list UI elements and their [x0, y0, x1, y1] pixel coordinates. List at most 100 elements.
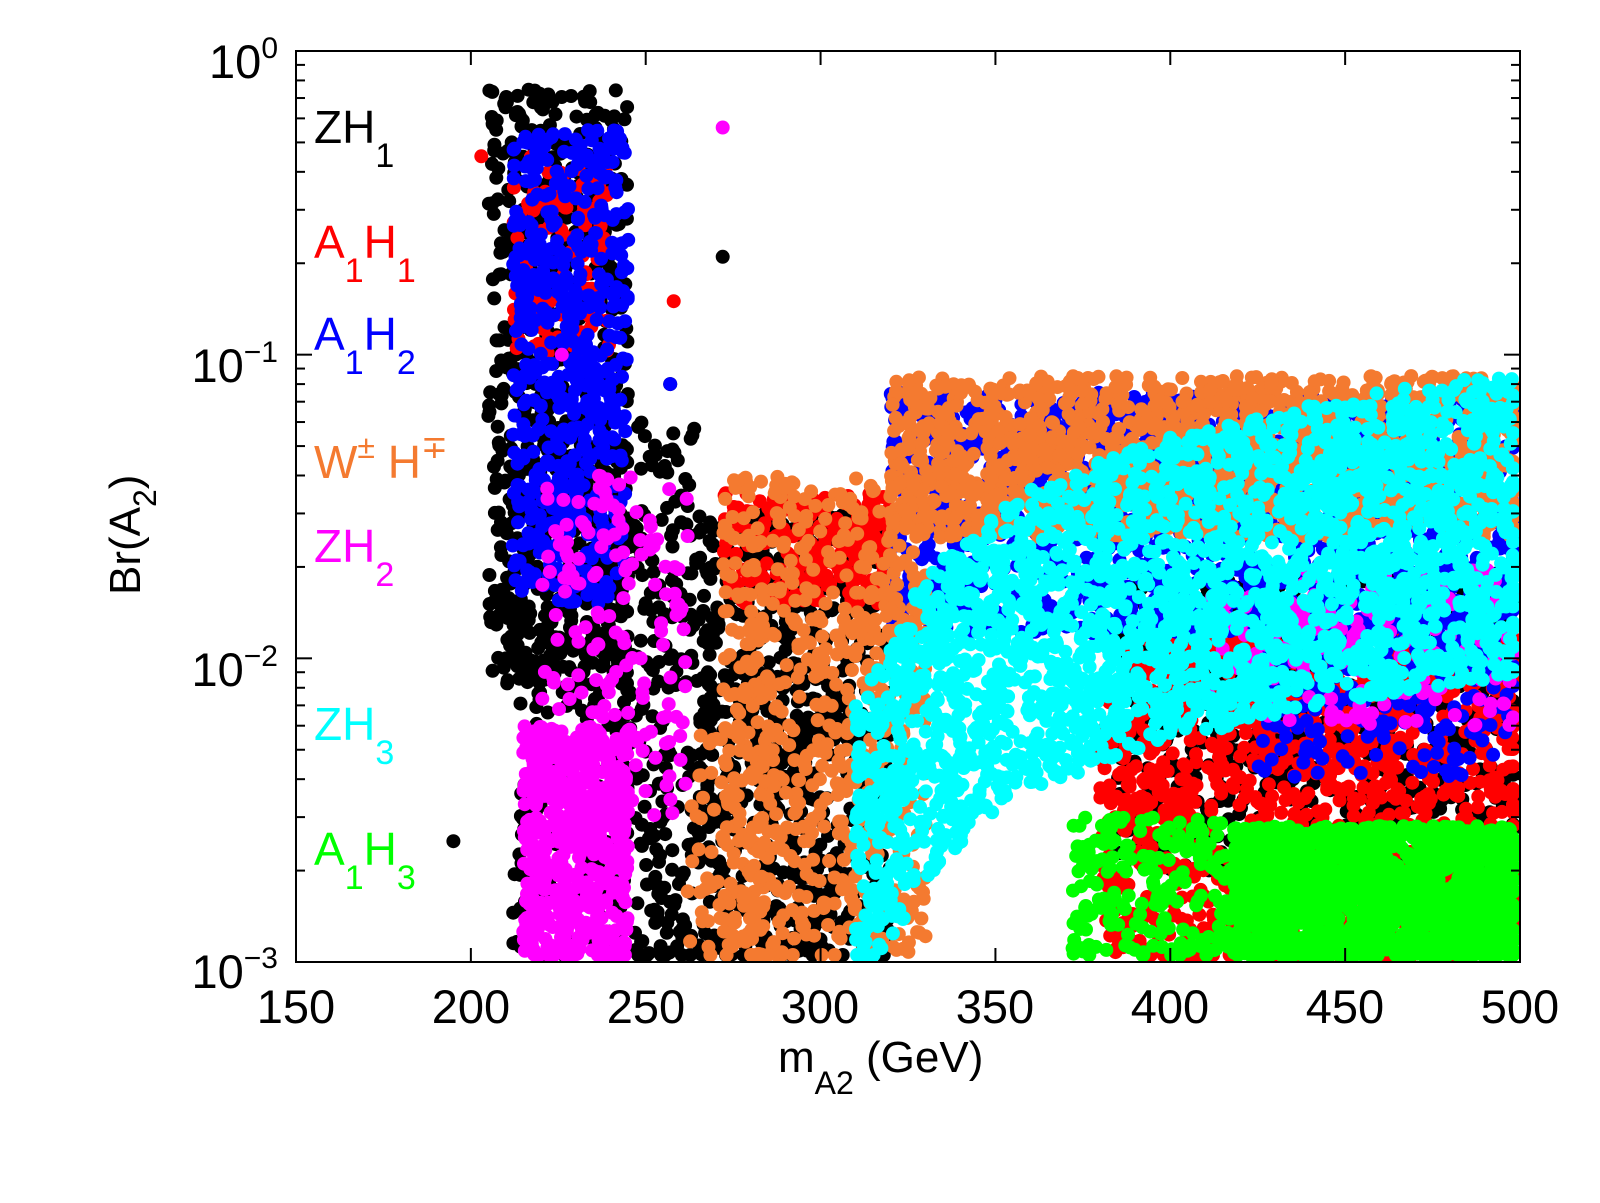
scatter-point-a1h2 — [527, 393, 541, 408]
scatter-point-a1h2 — [522, 370, 537, 385]
scatter-point-zh1 — [502, 194, 517, 209]
scatter-point-zh1 — [487, 583, 502, 598]
scatter-point-zh1 — [446, 834, 461, 849]
scatter-point-zh1 — [789, 708, 804, 723]
scatter-point-a1h2 — [552, 380, 567, 395]
scatter-point-a1h2 — [567, 357, 582, 372]
scatter-point-a1h2 — [591, 583, 606, 598]
scatter-point-zh1 — [500, 673, 515, 688]
scatter-points — [446, 82, 1520, 962]
scatter-point-zh1 — [628, 943, 643, 957]
scatter-point-a1h2 — [524, 503, 539, 518]
scatter-point-zh1 — [522, 625, 537, 640]
scatter-point-zh1 — [553, 646, 568, 661]
scatter-point-a1h2 — [523, 301, 538, 316]
scatter-point-zh1 — [648, 869, 663, 884]
scatter-point-a1h2 — [613, 448, 628, 463]
scatter-point-a1h1 — [1184, 784, 1198, 799]
scatter-point-a1h1 — [1489, 780, 1504, 795]
scatter-point-a1h1 — [1122, 779, 1137, 794]
scatter-point-a1h1 — [1178, 772, 1193, 787]
scatter-point-a1h2 — [609, 330, 623, 345]
scatter-point-a1h2 — [557, 127, 572, 142]
scatter-point-zh1 — [674, 515, 689, 530]
scatter-point-a1h2 — [540, 132, 555, 147]
scatter-point-zh1 — [629, 521, 644, 536]
scatter-point-a1h2 — [519, 425, 534, 440]
scatter-point-zh1 — [667, 897, 682, 912]
scatter-point-a1h2 — [568, 383, 582, 398]
scatter-point-zh1 — [629, 771, 644, 786]
scatter-point-a1h2 — [544, 204, 559, 219]
scatter-point-zh1 — [666, 426, 681, 441]
scatter-point-a1h2 — [588, 361, 602, 376]
scatter-point-a1h2 — [608, 238, 623, 253]
scatter-point-a1h2 — [571, 239, 586, 254]
scatter-point-zh1 — [531, 641, 546, 655]
scatter-point-a1h2 — [575, 478, 590, 493]
scatter-point-a1h2 — [616, 351, 630, 366]
scatter-point-zh1 — [683, 948, 698, 962]
scatter-point-a1h2 — [581, 181, 596, 196]
scatter-point-a1h1 — [1165, 802, 1180, 817]
scatter-point-a1h2 — [598, 142, 613, 157]
scatter-point-a1h2 — [583, 451, 598, 466]
scatter-point-a1h2 — [605, 212, 620, 227]
scatter-point-zh1 — [603, 647, 618, 662]
scatter-point-zh1 — [591, 105, 605, 120]
scatter-point-zh1 — [485, 156, 499, 171]
scatter-point-a1h2 — [593, 412, 608, 427]
scatter-point-zh1 — [512, 671, 527, 686]
scatter-point-a1h1 — [1283, 789, 1298, 804]
scatter-point-zh1 — [715, 249, 730, 264]
scatter-point-a1h1 — [1470, 800, 1485, 815]
scatter-point-a1h1 — [1189, 755, 1204, 770]
scatter-point-a1h1 — [1399, 793, 1413, 808]
scatter-point-a1h1 — [1206, 739, 1220, 754]
scatter-point-a1h1 — [1204, 803, 1219, 818]
scatter-point-zh1 — [482, 83, 497, 98]
scatter-point-a1h1 — [1451, 781, 1466, 795]
scatter-point-a1h2 — [610, 316, 625, 331]
scatter-point-a1h2 — [589, 226, 603, 241]
scatter-point-zh1 — [659, 925, 674, 940]
scatter-point-zh1 — [489, 122, 504, 137]
scatter-point-zh1 — [634, 461, 649, 476]
scatter-point-a1h2 — [528, 467, 543, 482]
scatter-point-a1h2 — [556, 393, 571, 408]
scatter-point-a1h2 — [506, 171, 521, 186]
scatter-point-a1h2 — [604, 394, 619, 409]
scatter-point-zh1 — [569, 109, 584, 124]
scatter-point-zh1 — [482, 568, 497, 582]
scatter-point-a1h1 — [1274, 805, 1289, 820]
scatter-point-zh1 — [652, 854, 666, 869]
scatter-point-zh1 — [487, 143, 502, 158]
scatter-point-a1h2 — [540, 152, 555, 167]
scatter-point-a1h2 — [557, 184, 572, 199]
scatter-point-zh1 — [487, 291, 502, 306]
scatter-point-zh1 — [608, 83, 623, 98]
scatter-point-zh1 — [662, 651, 677, 666]
scatter-point-zh1 — [657, 880, 672, 895]
scatter-point-a1h2 — [516, 134, 531, 149]
scatter-point-zh1 — [487, 459, 501, 474]
scatter-point-zh1 — [503, 353, 518, 368]
scatter-point-zh1 — [520, 661, 534, 676]
scatter-point-zh1 — [510, 88, 525, 103]
scatter-point-zh1 — [639, 858, 654, 872]
scatter-point-a1h2 — [615, 140, 630, 155]
scatter-point-a1h2 — [584, 133, 599, 148]
scatter-point-zh1 — [692, 509, 707, 524]
scatter-point-zh1 — [640, 948, 655, 962]
scatter-point-a1h2 — [606, 299, 621, 314]
scatter-point-a1h1 — [1355, 743, 1370, 758]
scatter-point-a1h1 — [1124, 762, 1139, 777]
scatter-point-a1h2 — [507, 445, 522, 460]
scatter-point-a1h2 — [535, 412, 550, 427]
scatter-point-a1h2 — [549, 164, 564, 179]
scatter-point-a1h2 — [535, 519, 550, 534]
scatter-point-zh1 — [665, 843, 680, 858]
scatter-point-a1h2 — [588, 210, 603, 225]
scatter-point-zh1 — [497, 475, 512, 490]
